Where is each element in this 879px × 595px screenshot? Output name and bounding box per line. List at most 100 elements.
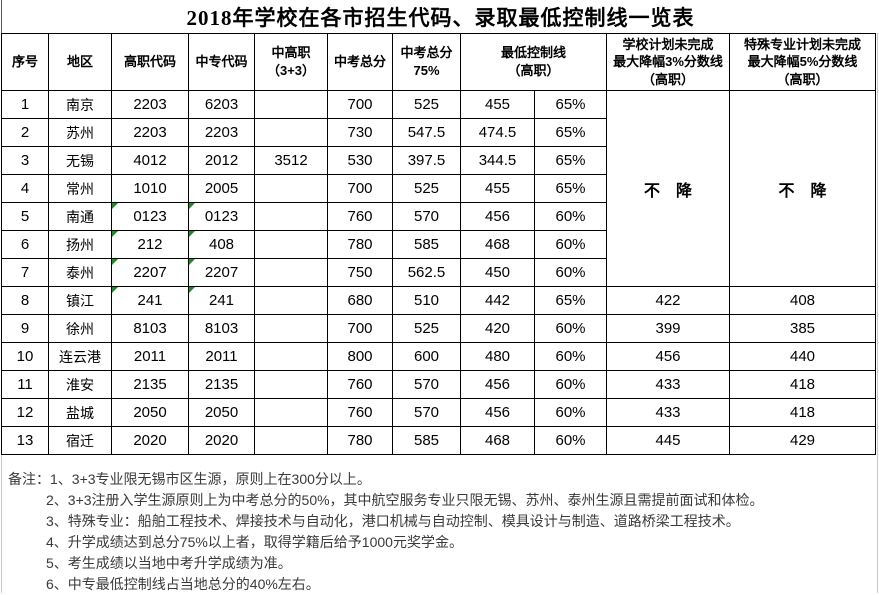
- table-row: 13 宿迁 2020 2020 780 585 468 60% 445 429: [1, 426, 876, 455]
- cell-total: 530: [327, 146, 393, 175]
- cell-min-control: 480: [460, 342, 535, 371]
- col-header-gaozhi-code: 高职代码: [111, 33, 189, 91]
- cell-region: 淮安: [48, 370, 112, 399]
- cell-region: 无锡: [48, 146, 112, 175]
- cell-min-control-pct: 65%: [534, 146, 607, 175]
- cell-gaozhi-code: 2207: [111, 258, 189, 287]
- cell-gaozhi-code: 2135: [111, 370, 189, 399]
- cell-total: 680: [327, 286, 393, 315]
- cell-total: 700: [327, 174, 393, 203]
- cell-seq: 12: [1, 398, 49, 427]
- cell-min-control-pct: 60%: [534, 370, 607, 399]
- cell-special-plan-line: 385: [729, 314, 876, 343]
- cell-min-control-pct: 65%: [534, 174, 607, 203]
- cell-region: 南通: [48, 202, 112, 231]
- note-item: 6、中专最低控制线占当地总分的40%左右。: [46, 576, 320, 592]
- admission-table: 序号 地区 高职代码 中专代码 中高职 （3+3） 中考总分 中考总分 75% …: [1, 33, 876, 455]
- cell-zhongzhuan-code: 8103: [188, 314, 255, 343]
- note-item: 备注：1、3+3专业限无锡市区生源，原则上在300分以上。: [8, 469, 879, 490]
- gridline-left: [1, 455, 2, 593]
- cell-min-control-pct: 65%: [534, 118, 607, 147]
- cell-min-control-pct: 65%: [534, 286, 607, 315]
- cell-min-control: 456: [460, 202, 535, 231]
- col-header-zhongzhuan-code: 中专代码: [188, 33, 255, 91]
- cell-seq: 13: [1, 426, 49, 455]
- cell-region: 泰州: [48, 258, 112, 287]
- cell-seq: 6: [1, 230, 49, 259]
- green-triangle-icon: [189, 203, 195, 209]
- cell-gaozhi-code: 2203: [111, 118, 189, 147]
- cell-region: 徐州: [48, 314, 112, 343]
- cell-mid-high-code: [254, 370, 328, 399]
- cell-min-control: 474.5: [460, 118, 535, 147]
- cell-zhongzhuan-code: 0123: [188, 202, 255, 231]
- cell-zhongzhuan-code: 241: [188, 286, 255, 315]
- cell-total-75: 547.5: [392, 118, 461, 147]
- cell-gaozhi-code: 0123: [111, 202, 189, 231]
- cell-value: 241: [208, 292, 235, 309]
- header-row: 序号 地区 高职代码 中专代码 中高职 （3+3） 中考总分 中考总分 75% …: [1, 33, 876, 91]
- cell-special-plan-line: 429: [729, 426, 876, 455]
- cell-total-75: 525: [392, 314, 461, 343]
- cell-mid-high-code: [254, 118, 328, 147]
- page-title: 2018年学校在各市招生代码、录取最低控制线一览表: [1, 0, 879, 33]
- gridline-right: [877, 33, 878, 593]
- green-triangle-icon: [112, 203, 118, 209]
- cell-seq: 9: [1, 314, 49, 343]
- cell-school-plan-line: 399: [606, 314, 730, 343]
- cell-mid-high-code: [254, 258, 328, 287]
- cell-region: 南京: [48, 90, 112, 119]
- cell-total-75: 397.5: [392, 146, 461, 175]
- cell-total: 800: [327, 342, 393, 371]
- col-header-seq: 序号: [1, 33, 49, 91]
- cell-total: 760: [327, 398, 393, 427]
- notes-label: 备注：: [8, 471, 50, 487]
- col-header-min-control: 最低控制线 （高职）: [460, 33, 607, 91]
- cell-min-control-pct: 60%: [534, 342, 607, 371]
- cell-zhongzhuan-code: 6203: [188, 90, 255, 119]
- cell-value: 0123: [204, 208, 239, 225]
- cell-seq: 4: [1, 174, 49, 203]
- cell-mid-high-code: [254, 342, 328, 371]
- note-item: 2、3+3注册入学生源原则上为中考总分的50%，其中航空服务专业只限无锡、苏州、…: [46, 492, 764, 508]
- cell-special-plan-line: 418: [729, 370, 876, 399]
- cell-school-plan-line: 422: [606, 286, 730, 315]
- cell-min-control: 468: [460, 230, 535, 259]
- cell-total: 700: [327, 314, 393, 343]
- cell-special-plan-line: 440: [729, 342, 876, 371]
- cell-min-control-pct: 60%: [534, 230, 607, 259]
- cell-gaozhi-code: 8103: [111, 314, 189, 343]
- cell-no-drop-special: 不 降: [729, 90, 876, 287]
- table-row: 11 淮安 2135 2135 760 570 456 60% 433 418: [1, 370, 876, 399]
- table-row: 1 南京 2203 6203 700 525 455 65% 不 降 不 降: [1, 90, 876, 287]
- cell-min-control-pct: 65%: [534, 90, 607, 119]
- cell-zhongzhuan-code: 2012: [188, 146, 255, 175]
- cell-min-control: 450: [460, 258, 535, 287]
- cell-total-75: 525: [392, 90, 461, 119]
- cell-school-plan-line: 445: [606, 426, 730, 455]
- green-triangle-icon: [112, 231, 118, 237]
- green-triangle-icon: [189, 259, 195, 265]
- cell-seq: 2: [1, 118, 49, 147]
- table-row: 8 镇江 241 241 680 510 442 65% 422 408: [1, 286, 876, 315]
- cell-min-control-pct: 60%: [534, 202, 607, 231]
- cell-mid-high-code: 3512: [254, 146, 328, 175]
- cell-value: 212: [137, 236, 163, 253]
- cell-mid-high-code: [254, 314, 328, 343]
- cell-total-75: 510: [392, 286, 461, 315]
- cell-zhongzhuan-code: 2207: [188, 258, 255, 287]
- cell-min-control-pct: 60%: [534, 314, 607, 343]
- cell-zhongzhuan-code: 2050: [188, 398, 255, 427]
- cell-mid-high-code: [254, 230, 328, 259]
- green-triangle-icon: [112, 259, 118, 265]
- cell-min-control: 455: [460, 174, 535, 203]
- cell-gaozhi-code: 2011: [111, 342, 189, 371]
- cell-seq: 11: [1, 370, 49, 399]
- cell-total-75: 570: [392, 202, 461, 231]
- cell-mid-high-code: [254, 398, 328, 427]
- cell-min-control: 420: [460, 314, 535, 343]
- cell-school-plan-line: 433: [606, 398, 730, 427]
- cell-value: 241: [137, 292, 163, 309]
- cell-gaozhi-code: 2020: [111, 426, 189, 455]
- cell-value: 2207: [133, 264, 167, 281]
